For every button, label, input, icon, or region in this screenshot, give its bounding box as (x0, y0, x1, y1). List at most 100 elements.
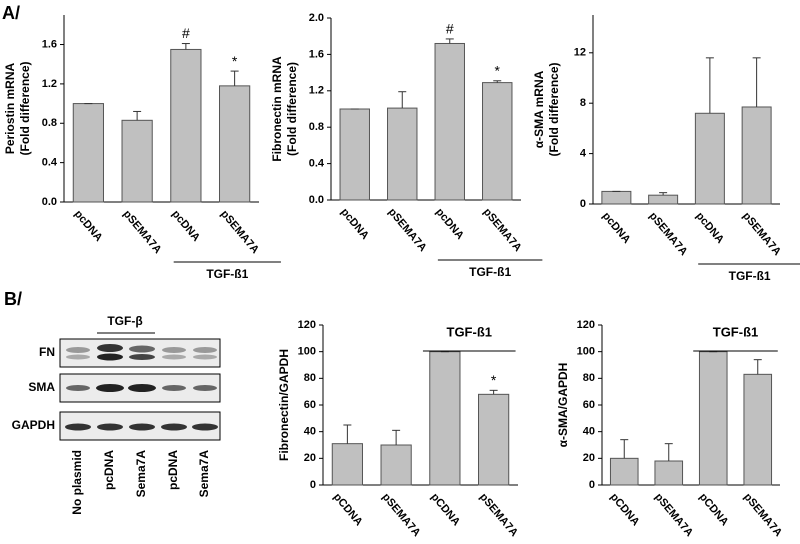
y-tick-label: 120 (577, 319, 595, 331)
blot-group-label: TGF-β (107, 314, 142, 328)
blot-lane-label: Sema7A (197, 450, 211, 498)
bar (219, 85, 251, 203)
y-tick-label: 60 (304, 399, 316, 411)
bar (654, 460, 684, 486)
blot-lane-label: No plasmid (70, 450, 84, 515)
y-tick-label: 0.8 (42, 117, 57, 129)
error-bar (752, 57, 761, 107)
bar (478, 393, 510, 486)
bar (387, 107, 418, 201)
bar (743, 373, 773, 486)
y-axis-label: (Fold difference) (285, 62, 299, 156)
error-bar (181, 43, 190, 50)
x-tick-label: pSEMA7A (477, 491, 520, 539)
x-tick-label: pSEMA7A (741, 491, 784, 539)
bar (121, 119, 153, 203)
y-axis-label: α-SMA/GAPDH (556, 363, 570, 448)
panel-label: A/ (2, 3, 20, 23)
y-tick-label: 100 (577, 346, 595, 358)
y-tick-label: 80 (583, 372, 595, 384)
x-tick-label: pcDNA (693, 210, 726, 246)
blot-row-label: SMA (28, 380, 55, 394)
x-tick-label: pSEMA7A (481, 206, 524, 254)
x-tick-label: pcDNA (600, 210, 633, 246)
error-bar (493, 80, 502, 83)
bar (170, 48, 202, 203)
group-label: TGF-ß1 (469, 265, 511, 279)
bar (339, 108, 370, 201)
y-tick-label: 20 (583, 452, 595, 464)
blot: TGF-β (59, 314, 221, 441)
y-axis-label: Fibronectin/GAPDH (277, 349, 291, 461)
y-tick-label: 120 (298, 319, 316, 331)
group-label: TGF-ß1 (713, 324, 759, 339)
y-tick-label: 1.2 (309, 85, 324, 97)
y-tick-label: 0 (580, 198, 586, 210)
blot-lane-label: pcDNA (166, 450, 180, 490)
bar (694, 112, 725, 205)
y-tick-label: 40 (583, 426, 595, 438)
y-axis-label: (Fold difference) (547, 62, 561, 156)
significance-marker: * (495, 62, 501, 78)
y-tick-label: 4 (580, 148, 587, 160)
y-tick-label: 0 (589, 479, 595, 491)
error-bar (620, 439, 629, 459)
error-bar (705, 57, 714, 114)
y-tick-label: 1.2 (42, 78, 57, 90)
bar (741, 106, 772, 205)
y-axis-label: Fibronectin mRNA (270, 56, 284, 162)
y-tick-label: 60 (583, 399, 595, 411)
y-tick-label: 20 (304, 452, 316, 464)
x-tick-label: pSEMA7A (740, 210, 783, 258)
x-tick-label: pcDNA (72, 208, 105, 244)
x-tick-label: pCDNA (697, 491, 731, 528)
bar (609, 457, 639, 486)
y-tick-label: 40 (304, 426, 316, 438)
y-tick-label: 0 (310, 479, 316, 491)
x-tick-label: pcDNA (169, 208, 202, 244)
bar (601, 190, 632, 205)
significance-marker: * (232, 53, 238, 69)
y-tick-label: 0.0 (309, 194, 324, 206)
y-tick-label: 100 (298, 346, 316, 358)
x-tick-label: pSEMA7A (121, 208, 164, 256)
blot-row-label: GAPDH (12, 418, 55, 432)
blot-lane-label: Sema7A (134, 450, 148, 498)
y-tick-label: 0.4 (309, 158, 325, 170)
y-tick-label: 12 (574, 47, 586, 59)
error-bar (392, 429, 401, 445)
y-tick-label: 80 (304, 372, 316, 384)
y-axis-label: α-SMA mRNA (532, 70, 546, 148)
group-label: TGF-ß1 (447, 324, 493, 339)
y-tick-label: 2.0 (309, 12, 324, 24)
x-tick-label: pSEMA7A (218, 208, 261, 256)
bands (65, 344, 218, 431)
y-tick-label: 0.4 (42, 157, 58, 169)
y-tick-label: 1.6 (42, 38, 57, 50)
error-bar (445, 38, 454, 44)
error-bar (659, 192, 668, 196)
x-tick-label: pcDNA (433, 206, 466, 242)
error-bar (753, 359, 762, 375)
error-bar (343, 424, 352, 444)
group-label: TGF-ß1 (206, 267, 248, 281)
bar (648, 194, 679, 205)
bar (331, 443, 363, 486)
y-axis-label: (Fold difference) (18, 61, 32, 155)
significance-marker: # (446, 21, 454, 37)
x-tick-label: pSEMA7A (380, 491, 423, 539)
blot-panel (59, 338, 221, 368)
x-tick-label: pCDNA (331, 491, 365, 528)
error-bar (489, 389, 498, 395)
y-axis-label: Periostin mRNA (3, 62, 17, 154)
bar (380, 444, 412, 486)
y-tick-label: 8 (580, 97, 586, 109)
y-tick-label: 0.0 (42, 196, 57, 208)
blot-row-label: FN (39, 345, 55, 359)
bar (434, 42, 465, 201)
group-label: TGF-ß1 (729, 269, 771, 283)
blot-lane-label: pcDNA (102, 450, 116, 490)
panel-label: B/ (4, 289, 22, 309)
x-tick-label: pSEMA7A (647, 210, 690, 258)
